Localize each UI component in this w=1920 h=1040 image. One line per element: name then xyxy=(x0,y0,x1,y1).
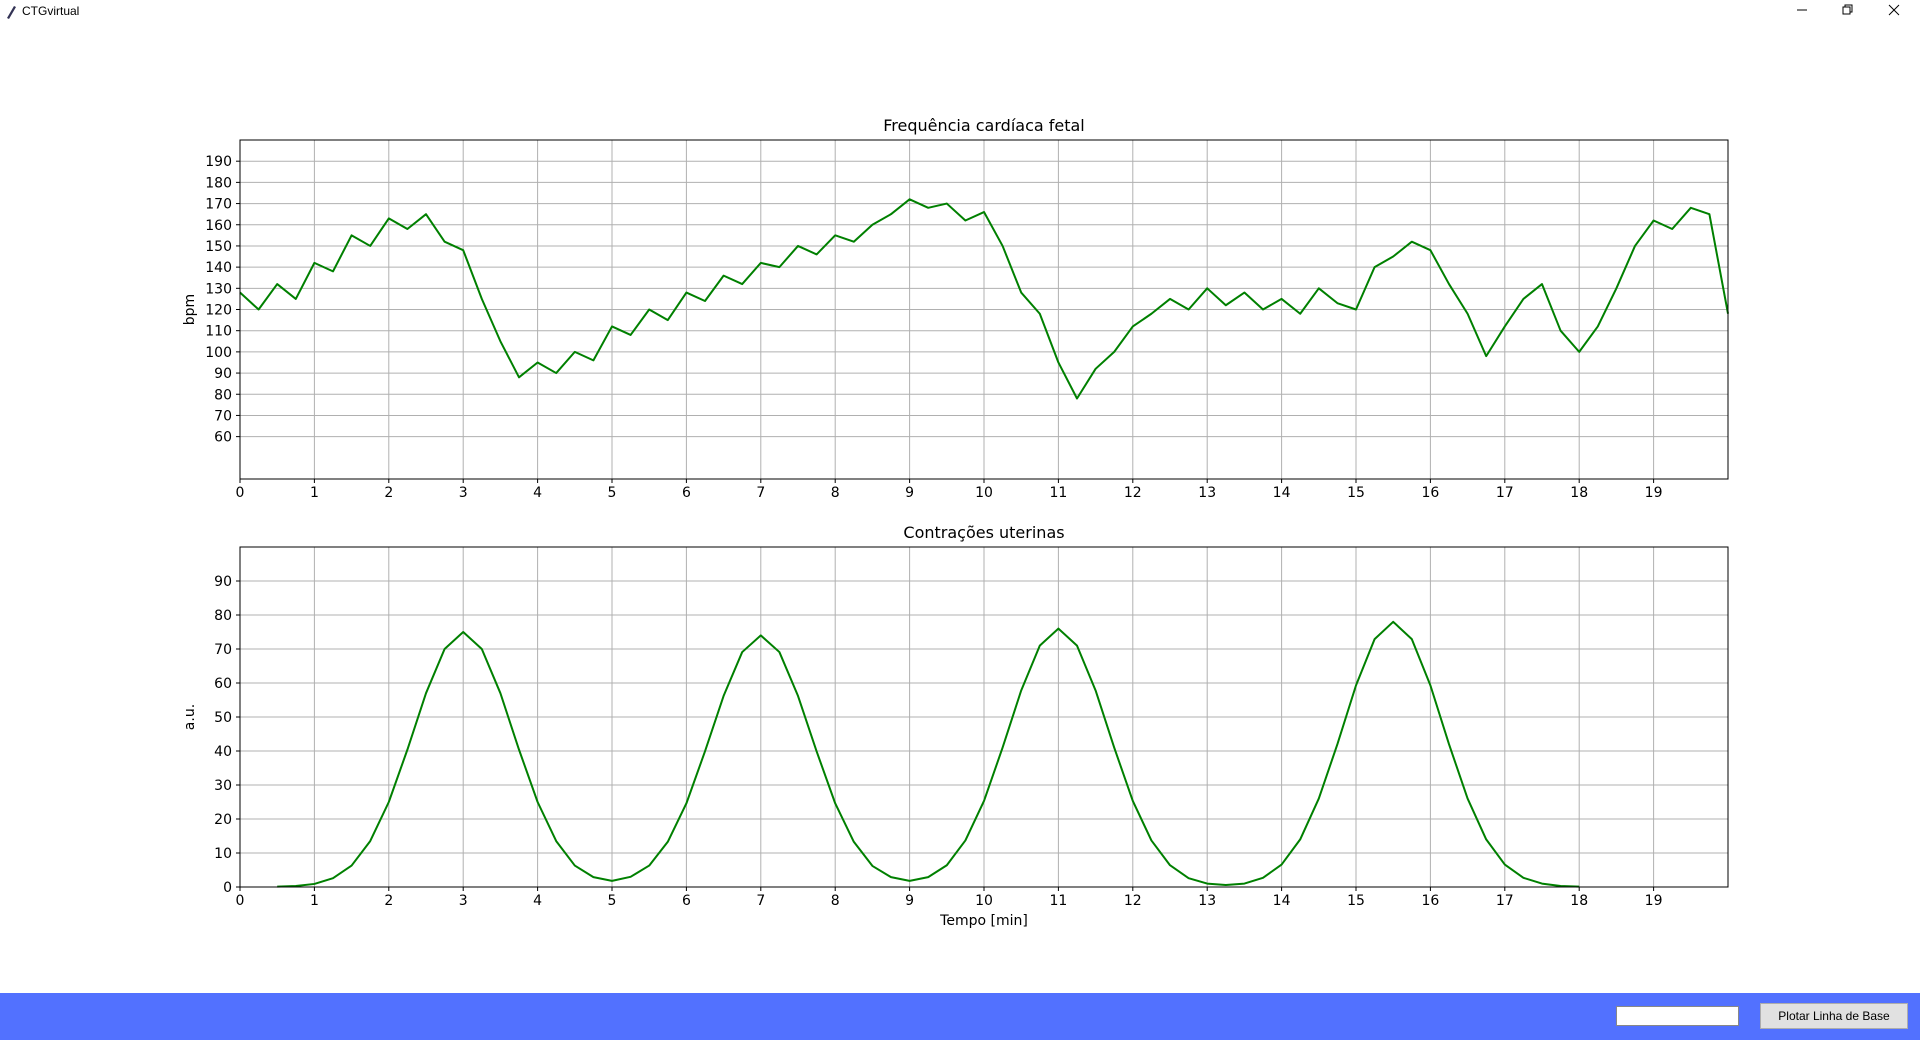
x-tick-label: 18 xyxy=(1570,893,1588,909)
y-tick-label: 130 xyxy=(205,281,232,297)
x-tick-label: 10 xyxy=(975,893,993,909)
y-tick-label: 60 xyxy=(214,676,232,692)
x-tick-label: 12 xyxy=(1124,893,1142,909)
y-tick-label: 140 xyxy=(205,260,232,276)
title-bar: CTGvirtual xyxy=(0,0,1920,24)
x-tick-label: 14 xyxy=(1273,893,1291,909)
chart-title: Frequência cardíaca fetal xyxy=(883,116,1085,135)
x-tick-label: 13 xyxy=(1198,893,1216,909)
y-tick-label: 160 xyxy=(205,218,232,234)
app-icon xyxy=(7,6,16,19)
y-tick-label: 170 xyxy=(205,197,232,213)
x-tick-label: 4 xyxy=(533,485,542,501)
x-tick-label: 15 xyxy=(1347,893,1365,909)
y-tick-label: 20 xyxy=(214,812,232,828)
data-line xyxy=(239,198,1729,400)
x-tick-label: 0 xyxy=(236,893,245,909)
x-tick-label: 11 xyxy=(1049,485,1067,501)
y-tick-label: 120 xyxy=(205,303,232,319)
x-tick-label: 5 xyxy=(608,893,617,909)
x-tick-label: 2 xyxy=(384,893,393,909)
plot-baseline-button[interactable]: Plotar Linha de Base xyxy=(1760,1003,1908,1029)
y-tick-label: 80 xyxy=(214,387,232,403)
x-tick-label: 15 xyxy=(1347,485,1365,501)
y-tick-label: 90 xyxy=(214,366,232,382)
x-tick-label: 4 xyxy=(533,893,542,909)
x-tick-label: 1 xyxy=(310,485,319,501)
chart-title: Contrações uterinas xyxy=(903,523,1064,542)
x-tick-label: 3 xyxy=(459,485,468,501)
y-axis-label: a.u. xyxy=(182,704,198,730)
x-tick-label: 6 xyxy=(682,893,691,909)
x-tick-label: 6 xyxy=(682,485,691,501)
x-tick-label: 19 xyxy=(1645,485,1663,501)
y-tick-label: 40 xyxy=(214,744,232,760)
x-tick-label: 19 xyxy=(1645,893,1663,909)
x-tick-label: 13 xyxy=(1198,485,1216,501)
text-input[interactable] xyxy=(1616,1006,1739,1026)
x-tick-label: 3 xyxy=(459,893,468,909)
y-tick-label: 10 xyxy=(214,846,232,862)
x-axis-label: Tempo [min] xyxy=(939,913,1028,929)
x-tick-label: 2 xyxy=(384,485,393,501)
data-line xyxy=(277,620,1580,888)
y-tick-label: 60 xyxy=(214,430,232,446)
x-tick-label: 7 xyxy=(756,485,765,501)
y-tick-label: 30 xyxy=(214,778,232,794)
y-tick-label: 180 xyxy=(205,175,232,191)
bottom-bar xyxy=(0,993,1920,1040)
x-tick-label: 17 xyxy=(1496,485,1514,501)
y-tick-label: 150 xyxy=(205,239,232,255)
x-tick-label: 8 xyxy=(831,893,840,909)
y-tick-label: 90 xyxy=(214,574,232,590)
y-tick-label: 70 xyxy=(214,408,232,424)
x-tick-label: 9 xyxy=(905,485,914,501)
y-axis-label: bpm xyxy=(182,294,198,325)
y-tick-label: 0 xyxy=(223,880,232,896)
x-tick-label: 0 xyxy=(236,485,245,501)
x-tick-label: 5 xyxy=(608,485,617,501)
x-tick-label: 1 xyxy=(310,893,319,909)
axes-frame xyxy=(239,139,1729,480)
y-tick-label: 80 xyxy=(214,608,232,624)
x-tick-label: 18 xyxy=(1570,485,1588,501)
x-tick-label: 10 xyxy=(975,485,993,501)
charts: 0 1 2 3 4 5 6 7 8 9 10 11 12 13 14 15 16 17 18 196070809010… xyxy=(182,116,1729,929)
x-tick-label: 12 xyxy=(1124,485,1142,501)
window-title: CTGvirtual xyxy=(22,4,80,18)
y-tick-label: 100 xyxy=(205,345,232,361)
x-tick-label: 8 xyxy=(831,485,840,501)
x-tick-label: 16 xyxy=(1421,485,1439,501)
x-tick-label: 14 xyxy=(1273,485,1291,501)
y-tick-label: 70 xyxy=(214,642,232,658)
x-tick-label: 17 xyxy=(1496,893,1514,909)
y-tick-label: 110 xyxy=(205,324,232,340)
y-tick-label: 190 xyxy=(205,154,232,170)
y-tick-label: 50 xyxy=(214,710,232,726)
x-tick-label: 9 xyxy=(905,893,914,909)
x-tick-label: 7 xyxy=(756,893,765,909)
x-tick-label: 11 xyxy=(1049,893,1067,909)
x-tick-label: 16 xyxy=(1421,893,1439,909)
axes-frame xyxy=(239,546,1729,888)
